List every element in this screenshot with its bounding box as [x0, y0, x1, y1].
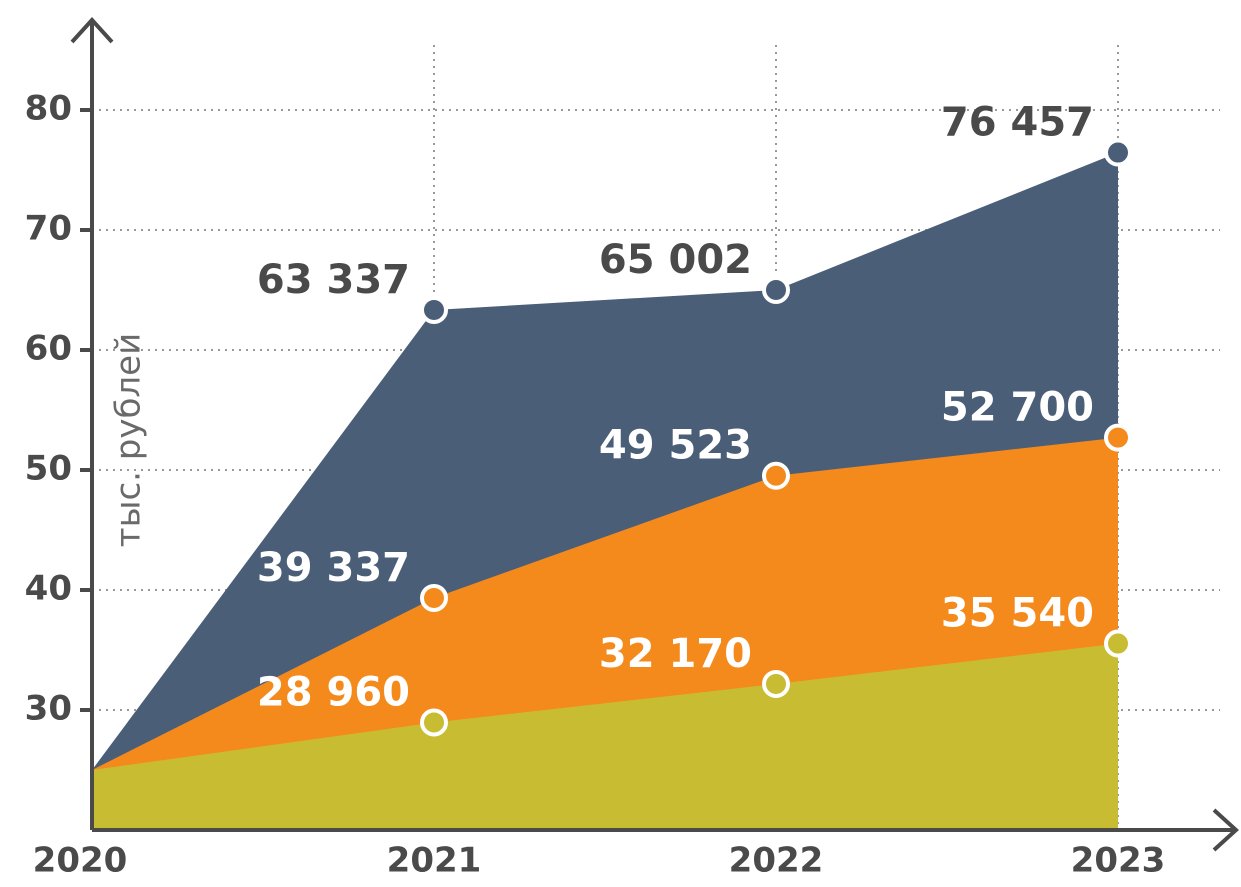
- y-tick-label: 50: [25, 449, 72, 489]
- marker: [1104, 423, 1132, 452]
- area: [92, 643, 1118, 830]
- markers: 63 337 65 002 76 457 39 337 49 523 52 700 28 9…: [257, 100, 1132, 737]
- value-label: 65 002: [599, 237, 752, 283]
- x-tick-label: 2022: [729, 841, 824, 881]
- value-label: 35 540: [941, 591, 1094, 637]
- marker: [762, 669, 790, 698]
- marker: [420, 708, 448, 737]
- value-label: 39 337: [257, 545, 410, 591]
- value-label: 28 960: [257, 669, 410, 715]
- x-axis: [92, 808, 1239, 852]
- marker: [1104, 138, 1132, 167]
- value-label: 32 170: [599, 631, 752, 677]
- value-label: 63 337: [257, 257, 410, 303]
- y-tick-label: 30: [25, 689, 72, 729]
- marker: [762, 275, 790, 304]
- marker: [1104, 629, 1132, 658]
- x-tick-label: 2023: [1071, 841, 1166, 881]
- value-label: 49 523: [599, 423, 752, 469]
- x-tick-label: 2021: [387, 841, 482, 881]
- axes: 30 40 50 60 70 80 2020 2021 2022 2023: [25, 17, 1239, 881]
- marker: [762, 461, 790, 490]
- marker: [420, 295, 448, 324]
- x-tick-label: 2020: [33, 841, 128, 881]
- y-axis: [70, 17, 114, 830]
- areas: [92, 152, 1118, 831]
- y-tick-label: 70: [25, 209, 72, 249]
- y-tick-label: 60: [25, 329, 72, 369]
- y-axis-label: тыс. рублей: [109, 333, 149, 547]
- marker: [420, 583, 448, 612]
- y-tick-label: 80: [25, 89, 72, 129]
- y-tick-label: 40: [25, 569, 72, 609]
- value-label: 52 700: [941, 385, 1094, 431]
- value-label: 76 457: [941, 100, 1094, 146]
